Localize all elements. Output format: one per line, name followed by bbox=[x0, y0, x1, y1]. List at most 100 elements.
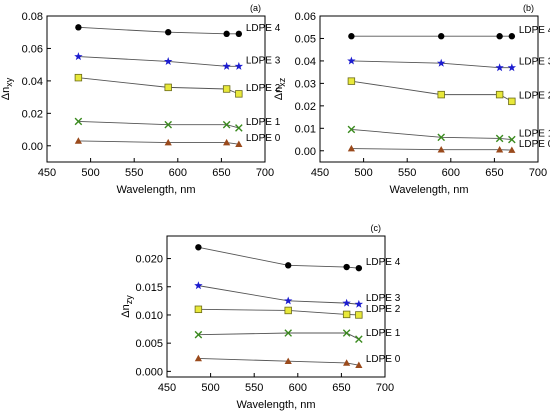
y-tick-label: 0.04 bbox=[22, 76, 43, 88]
y-tick-label: 0.06 bbox=[22, 43, 43, 55]
x-tick-label: 700 bbox=[256, 167, 274, 179]
series-line bbox=[78, 77, 240, 95]
series-ldpe-1: LDPE 1 bbox=[347, 125, 550, 144]
x-axis-title: Wavelength, nm bbox=[116, 184, 195, 196]
series-line bbox=[78, 26, 239, 35]
x-tick-label: 500 bbox=[201, 382, 219, 394]
series-ldpe-3: LDPE 3 bbox=[347, 56, 550, 72]
series-line bbox=[198, 246, 359, 269]
series-label: LDPE 1 bbox=[519, 129, 550, 140]
y-tick-label: 0.000 bbox=[135, 366, 163, 378]
data-point-circle bbox=[195, 244, 202, 251]
data-point-triangle bbox=[343, 359, 351, 366]
data-point-square bbox=[284, 306, 292, 315]
chart-panel-b: 450 500 550 600 650 700 0.00 0.01 0.02 0.03 0.04 0.… bbox=[273, 3, 550, 196]
x-tick-label: 500 bbox=[354, 167, 372, 179]
y-tick-label: 0.05 bbox=[295, 33, 316, 45]
series-label: LDPE 3 bbox=[519, 57, 550, 68]
data-point-star bbox=[284, 296, 293, 305]
x-tick-label: 650 bbox=[332, 382, 350, 394]
data-point-triangle bbox=[223, 138, 231, 146]
y-tick-label: 0.08 bbox=[22, 11, 43, 23]
series-line bbox=[198, 332, 360, 340]
data-point-circle bbox=[223, 30, 230, 38]
data-point-square bbox=[74, 73, 83, 82]
y-tick-label: 0.020 bbox=[135, 254, 163, 266]
data-point-cross bbox=[437, 133, 446, 142]
x-tick-label: 450 bbox=[311, 167, 329, 179]
data-point-circle bbox=[508, 33, 516, 40]
data-point-cross bbox=[284, 329, 293, 337]
data-point-cross bbox=[508, 135, 516, 144]
y-axis-title: Δnzy bbox=[120, 295, 134, 318]
series-ldpe-4: LDPE 4 bbox=[195, 244, 401, 272]
data-point-triangle bbox=[235, 140, 243, 147]
data-point-circle bbox=[285, 262, 292, 269]
series-line bbox=[351, 60, 512, 69]
y-tick-label: 0.02 bbox=[295, 101, 316, 113]
x-axis-title: Wavelength, nm bbox=[389, 184, 468, 196]
series-line bbox=[351, 80, 513, 102]
series-ldpe-4: LDPE 4 bbox=[348, 25, 550, 40]
data-point-cross bbox=[347, 125, 356, 134]
series-label: LDPE 4 bbox=[246, 23, 281, 34]
series-line bbox=[198, 285, 359, 305]
series-label: LDPE 3 bbox=[246, 55, 281, 66]
data-point-triangle bbox=[437, 146, 445, 153]
data-point-star bbox=[234, 61, 244, 70]
y-tick-label: 0.01 bbox=[295, 123, 316, 135]
x-axis-title: Wavelength, nm bbox=[236, 399, 315, 411]
series-line bbox=[351, 128, 512, 140]
data-point-star bbox=[74, 52, 83, 61]
series-label: LDPE 4 bbox=[519, 25, 550, 36]
series-ldpe-2: LDPE 2 bbox=[347, 77, 550, 106]
data-point-star bbox=[164, 57, 173, 65]
series-label: LDPE 2 bbox=[366, 304, 401, 315]
x-tick-label: 550 bbox=[398, 167, 416, 179]
x-tick-label: 600 bbox=[442, 167, 460, 179]
data-point-triangle bbox=[355, 361, 363, 368]
series-label: LDPE 0 bbox=[519, 139, 550, 150]
series-line bbox=[198, 357, 359, 366]
data-point-triangle bbox=[347, 144, 355, 152]
series-label: LDPE 0 bbox=[366, 354, 401, 365]
data-point-star bbox=[342, 298, 351, 307]
series-ldpe-2: LDPE 2 bbox=[74, 73, 281, 98]
data-point-circle bbox=[75, 24, 82, 31]
chart-panel-c: 450 500 550 600 650 700 0.000 0.005 0.010 0.015 0.… bbox=[120, 223, 401, 411]
plot-frame bbox=[46, 15, 266, 163]
data-point-circle bbox=[438, 33, 445, 40]
x-tick-label: 700 bbox=[376, 382, 394, 394]
panel-label: (b) bbox=[523, 3, 534, 13]
data-point-circle bbox=[355, 264, 363, 272]
series-label: LDPE 3 bbox=[366, 293, 401, 304]
series-line bbox=[78, 120, 239, 129]
x-tick-label: 450 bbox=[158, 382, 176, 394]
data-point-square bbox=[437, 90, 445, 99]
data-point-circle bbox=[348, 33, 355, 40]
data-point-cross bbox=[495, 134, 504, 143]
data-point-star bbox=[354, 299, 364, 308]
data-point-circle bbox=[343, 263, 350, 271]
data-point-square bbox=[355, 311, 363, 319]
series-label: LDPE 0 bbox=[246, 133, 281, 144]
series-ldpe-3: LDPE 3 bbox=[194, 281, 401, 308]
y-tick-label: 0.015 bbox=[135, 282, 163, 294]
x-tick-label: 700 bbox=[529, 167, 547, 179]
data-point-square bbox=[347, 77, 356, 85]
data-point-square bbox=[495, 90, 504, 99]
series-label: LDPE 1 bbox=[246, 117, 281, 128]
chart-panel-a: 450 500 550 600 650 700 0.00 0.02 0.04 0.06 0.08 Wa… bbox=[0, 3, 281, 196]
data-point-triangle bbox=[496, 146, 504, 153]
series-ldpe-0: LDPE 0 bbox=[347, 139, 550, 153]
data-point-circle bbox=[235, 30, 243, 38]
series-label: LDPE 2 bbox=[519, 90, 550, 101]
y-tick-label: 0.02 bbox=[22, 108, 43, 120]
series-label: LDPE 4 bbox=[366, 257, 401, 268]
data-point-square bbox=[235, 90, 243, 98]
y-tick-label: 0.005 bbox=[135, 338, 163, 350]
series-ldpe-0: LDPE 0 bbox=[74, 133, 281, 147]
data-point-square bbox=[342, 310, 351, 319]
data-point-triangle bbox=[74, 137, 82, 144]
